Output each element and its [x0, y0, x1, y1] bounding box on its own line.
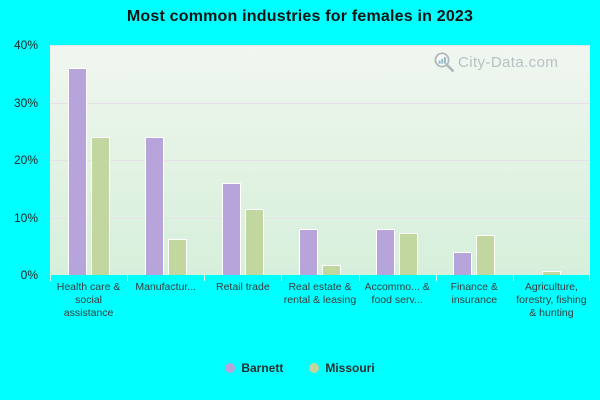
bar-barnett-4 [376, 229, 396, 275]
bar-barnett-3 [298, 229, 318, 275]
bar-group-2 [204, 45, 281, 275]
x-category-label: Health care & social assistance [56, 281, 121, 319]
x-axis-tick [589, 275, 590, 281]
legend-swatch-barnett [225, 363, 236, 373]
x-category-label: Finance & insurance [450, 281, 498, 306]
x-category-label: Real estate & rental & leasing [283, 281, 357, 306]
watermark: City-Data.com [433, 51, 558, 73]
bar-barnett-1 [144, 137, 164, 275]
bar-missouri-2 [244, 208, 264, 275]
x-axis-tick [512, 275, 514, 281]
bar-missouri-0 [90, 137, 110, 275]
bar-missouri-1 [167, 239, 187, 275]
bar-barnett-2 [221, 183, 241, 275]
legend-item-barnett: Barnett [225, 361, 283, 375]
gridline-30 [50, 102, 590, 104]
gridline-40 [50, 45, 590, 46]
x-axis-tick [204, 275, 206, 281]
bar-group-6 [513, 45, 590, 275]
x-category-label: Retail trade [216, 281, 270, 293]
x-axis-tick [50, 275, 51, 281]
watermark-text: City-Data.com [458, 53, 559, 71]
bar-barnett-0 [67, 68, 87, 275]
bar-group-1 [127, 45, 204, 275]
bar-groups [50, 45, 590, 275]
x-axis-labels: Health care & social assistance Manufactu… [50, 281, 590, 320]
y-tick-label: 20% [13, 153, 38, 167]
gridline-10 [50, 217, 590, 219]
bar-missouri-4 [399, 233, 419, 275]
legend-item-missouri: Missouri [309, 361, 375, 375]
legend-label: Barnett [241, 361, 284, 375]
y-axis: 0% 10% 20% 30% 40% [0, 38, 44, 282]
y-tick-label: 40% [13, 38, 38, 52]
x-axis-tick [127, 275, 129, 281]
x-axis-tick [358, 275, 360, 281]
bar-missouri-5 [476, 234, 496, 275]
y-tick-label: 10% [13, 210, 38, 225]
legend-swatch-missouri [309, 363, 320, 373]
y-tick-label: 30% [13, 95, 38, 110]
bar-missouri-3 [321, 264, 341, 275]
legend-label: Missouri [325, 361, 375, 375]
bar-missouri-6 [541, 270, 561, 275]
bar-group-4 [359, 45, 436, 275]
chart-title: Most common industries for females in 20… [126, 8, 474, 25]
x-category-label: Manufactur... [135, 281, 197, 293]
bar-group-3 [281, 45, 358, 275]
bar-group-5 [436, 45, 513, 275]
plot-area [50, 45, 590, 281]
legend: Barnett Missouri [0, 361, 600, 375]
bar-group-0 [50, 45, 127, 275]
x-category-label: Accommo... & food serv... [364, 281, 430, 306]
magnifier-icon [434, 52, 454, 72]
x-axis-tick [281, 275, 283, 281]
x-category-label: Agriculture, forestry, fishing & hunting [516, 281, 587, 319]
gridline-20 [50, 160, 590, 161]
x-axis-tick [435, 275, 437, 281]
bar-barnett-5 [453, 252, 473, 275]
y-tick-label: 0% [20, 268, 38, 282]
